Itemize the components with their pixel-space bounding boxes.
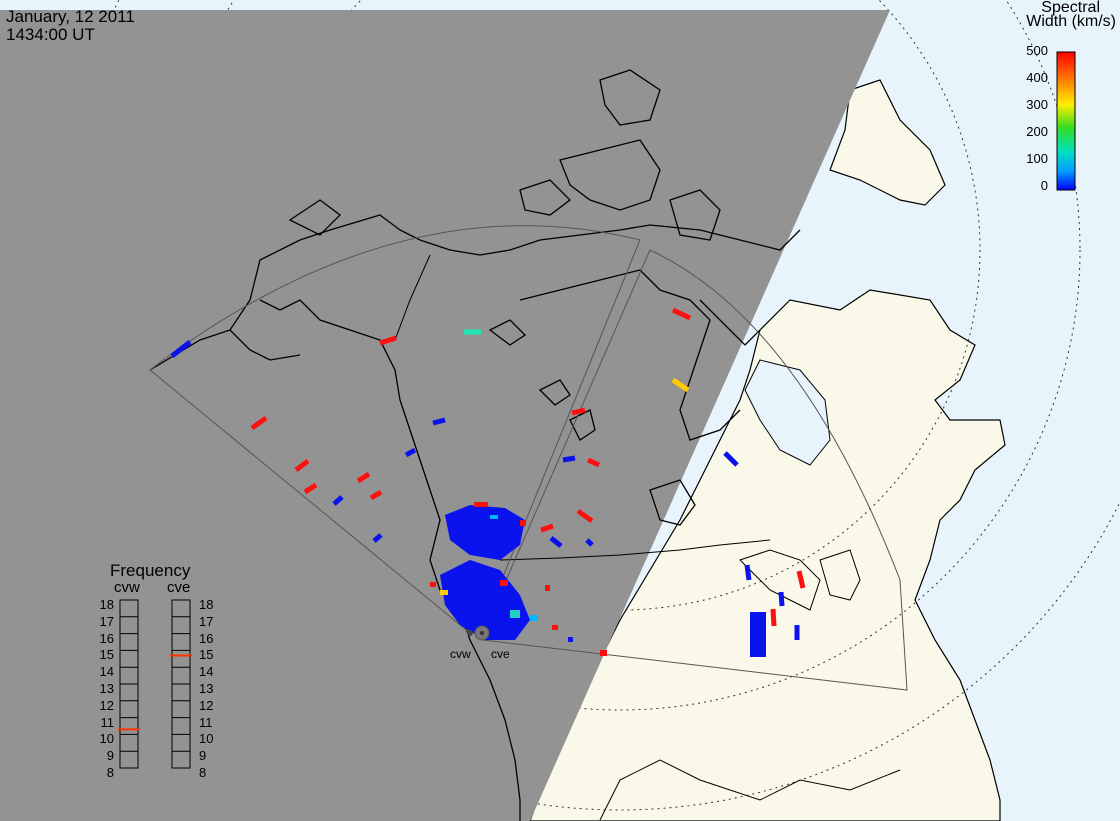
radar-label-cve: cve bbox=[491, 647, 510, 661]
frequency-scale-label: 15 bbox=[99, 647, 114, 663]
frequency-scale-label: 10 bbox=[199, 731, 214, 747]
cell bbox=[440, 590, 448, 595]
radar-fov bbox=[149, 225, 908, 691]
frequency-scale-label: 11 bbox=[100, 714, 115, 730]
scatter-distant bbox=[170, 307, 806, 640]
cell bbox=[545, 585, 550, 591]
coastlines-night bbox=[149, 69, 801, 821]
frequency-scale-label: 13 bbox=[199, 681, 214, 696]
frequency-scale-label: 17 bbox=[199, 613, 214, 629]
scatter-cve-north bbox=[445, 505, 525, 560]
day-land-greenland bbox=[829, 79, 946, 206]
colorbar-tick: 100 bbox=[1026, 151, 1048, 166]
frequency-scale-label: 18 bbox=[99, 597, 114, 612]
scatter-block-east bbox=[750, 612, 766, 657]
cell bbox=[500, 580, 508, 586]
frequency-scale-label: 18 bbox=[199, 597, 214, 612]
frequency-scale-label: 17 bbox=[99, 613, 114, 629]
frequency-scale-label: 9 bbox=[199, 748, 207, 764]
night-region bbox=[0, 10, 890, 821]
frequency-scale-label: 10 bbox=[99, 731, 114, 747]
colorbar-tick: 200 bbox=[1026, 124, 1048, 139]
frequency-scale-label: 9 bbox=[106, 748, 114, 764]
freq-ticks bbox=[120, 616, 190, 769]
radar-site-cvw bbox=[467, 630, 473, 636]
frequency-scale-label: 16 bbox=[199, 630, 214, 646]
cell bbox=[520, 520, 526, 526]
scatter-cells bbox=[430, 502, 607, 656]
cell bbox=[510, 610, 520, 618]
borders bbox=[394, 254, 901, 821]
frequency-scale-label: 12 bbox=[99, 697, 114, 713]
date-label: January, 12 2011 bbox=[6, 7, 135, 26]
frequency-scale-label: 14 bbox=[99, 664, 114, 680]
colorbar bbox=[1056, 51, 1076, 191]
frequency-scale-label: 13 bbox=[99, 681, 114, 696]
frequency-radar-cve: cve bbox=[167, 579, 191, 596]
frequency-scale-label: 8 bbox=[199, 765, 207, 780]
colorbar-title: Spectral bbox=[1041, 0, 1100, 16]
colorbar-tick: 400 bbox=[1026, 70, 1048, 85]
colorbar-tick: 500 bbox=[1026, 43, 1048, 58]
time-label: 1434:00 UT bbox=[6, 25, 95, 44]
cell bbox=[530, 615, 538, 621]
cell bbox=[474, 502, 488, 507]
colorbar-tick: 300 bbox=[1026, 97, 1048, 112]
radar-label-cvw: cvw bbox=[450, 647, 471, 661]
cell bbox=[552, 625, 558, 630]
frequency-scale-label: 11 bbox=[199, 714, 213, 730]
colorbar-unit: Width (km/s) bbox=[1026, 13, 1116, 30]
frequency-scale-label: 16 bbox=[99, 630, 114, 646]
frequency-scale-label: 12 bbox=[199, 697, 214, 713]
day-land-north-america bbox=[529, 289, 1006, 821]
frequency-scale-label: 15 bbox=[199, 647, 214, 663]
cell bbox=[430, 582, 436, 587]
hudson-bay-day bbox=[744, 359, 831, 466]
radar-site-cve-center bbox=[480, 631, 484, 635]
fov-cve bbox=[482, 249, 908, 691]
colorbar-tick: 0 bbox=[1040, 178, 1048, 193]
frequency-scale-label: 8 bbox=[106, 765, 114, 780]
cell bbox=[490, 515, 498, 519]
cell bbox=[568, 637, 573, 642]
frequency-radar-cvw: cvw bbox=[114, 579, 140, 596]
fov-cvw bbox=[149, 225, 641, 634]
frequency-title: Frequency bbox=[110, 561, 191, 580]
cell bbox=[600, 650, 607, 656]
frequency-scale-label: 14 bbox=[199, 664, 214, 680]
